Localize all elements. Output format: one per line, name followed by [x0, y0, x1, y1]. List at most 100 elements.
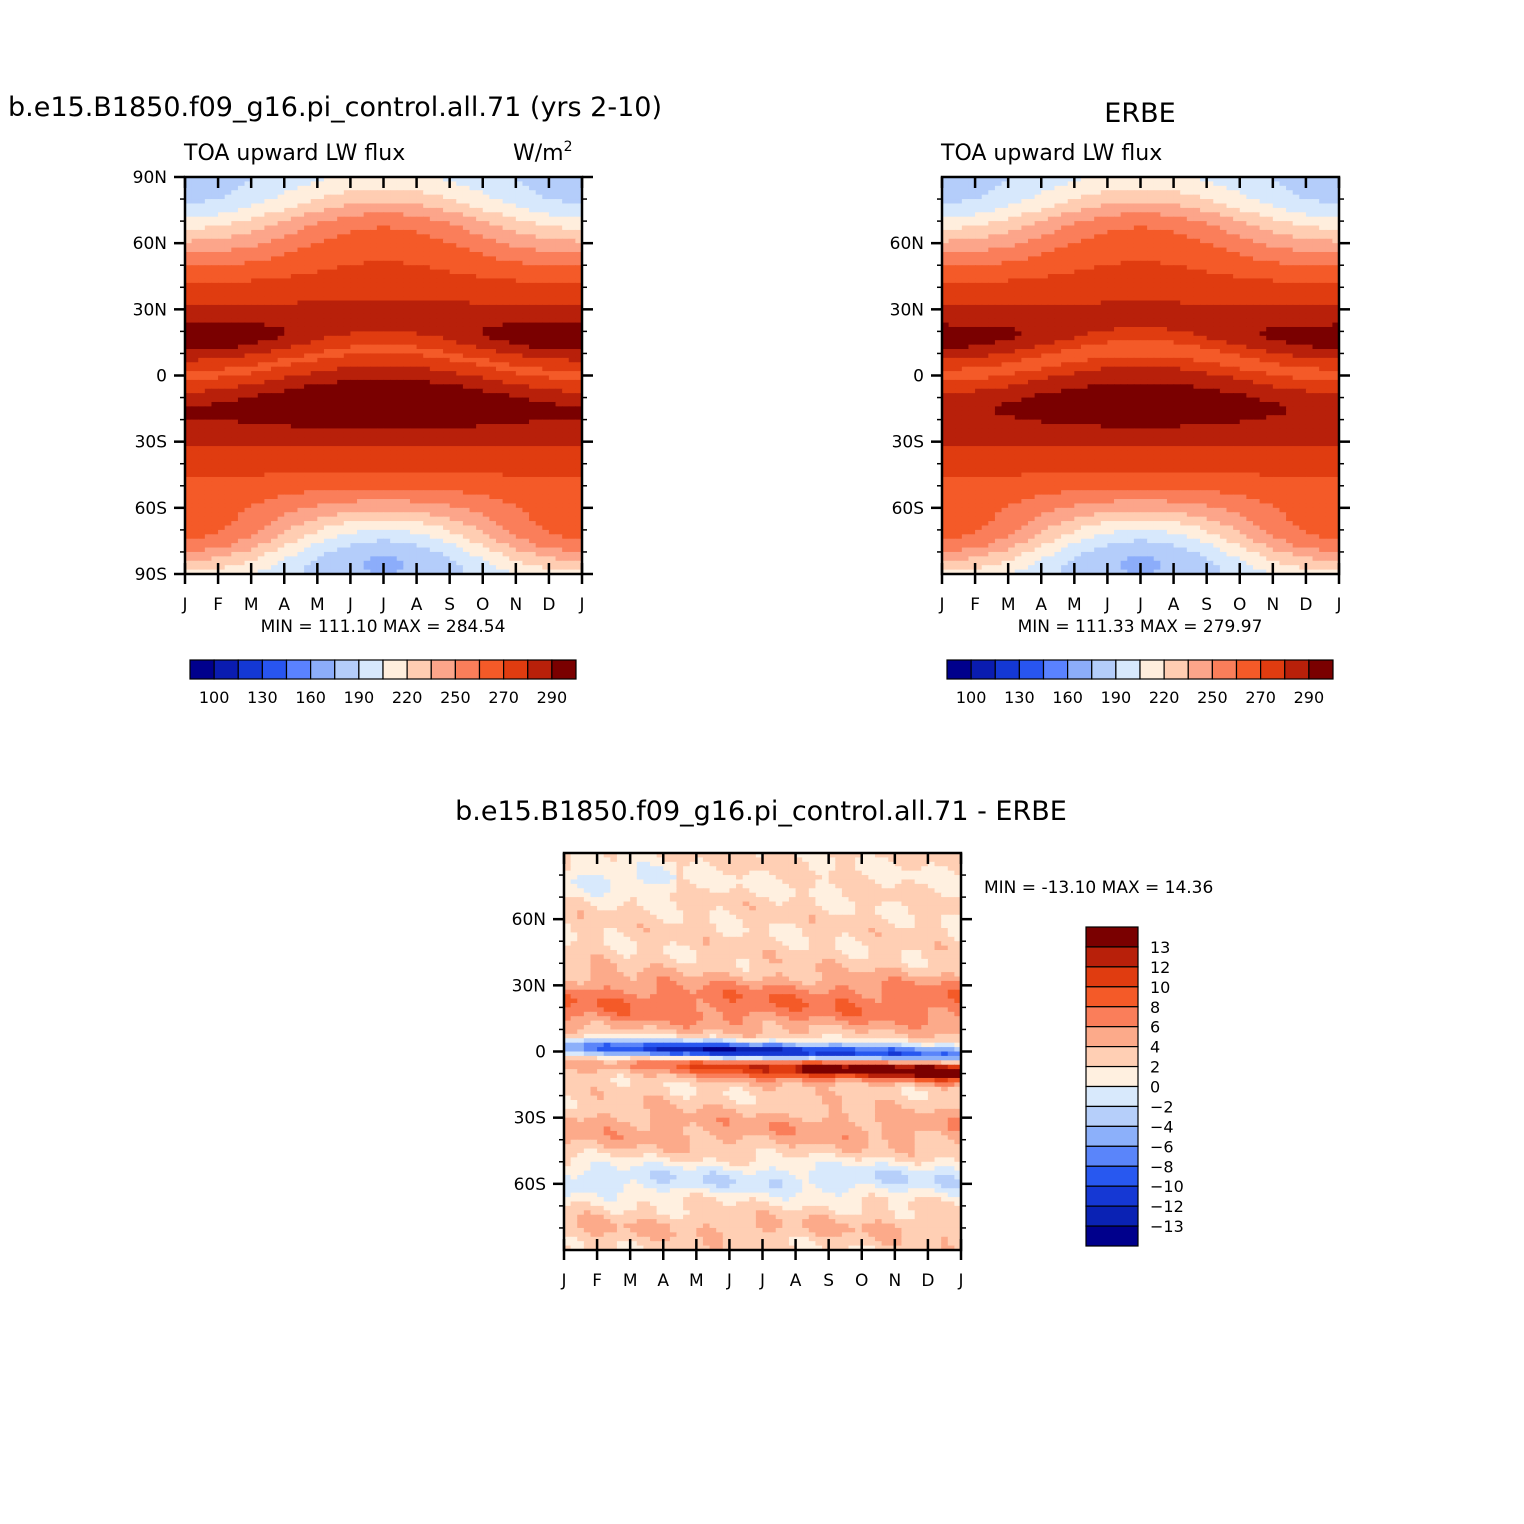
heatmap-cell: [185, 353, 193, 359]
heatmap-cell: [542, 282, 550, 288]
heatmap-cell: [211, 499, 219, 505]
heatmap-cell: [469, 463, 477, 469]
heatmap-cell: [495, 287, 504, 293]
heatmap-cell: [218, 538, 226, 544]
heatmap-cell: [522, 521, 530, 527]
heatmap-cell: [323, 326, 332, 332]
heatmap-cell: [204, 366, 213, 372]
heatmap-cell: [443, 322, 451, 328]
heatmap-cell: [515, 375, 524, 381]
heatmap-cell: [204, 428, 213, 434]
heatmap-cell: [231, 468, 239, 474]
heatmap-cell: [436, 190, 444, 196]
heatmap-cell: [489, 401, 497, 407]
heatmap-cell: [396, 401, 404, 407]
heatmap-cell: [575, 340, 583, 346]
heatmap-cell: [370, 291, 378, 297]
heatmap-cell: [297, 344, 305, 350]
heatmap-cell: [495, 344, 504, 350]
heatmap-cell: [542, 410, 550, 416]
heatmap-cell: [522, 454, 530, 460]
heatmap-cell: [218, 199, 226, 205]
heatmap-cell: [568, 410, 576, 416]
heatmap-cell: [390, 384, 398, 390]
heatmap-cell: [257, 185, 265, 191]
heatmap-cell: [284, 304, 292, 310]
heatmap-cell: [191, 362, 199, 368]
heatmap-cell: [271, 472, 279, 478]
heatmap-cell: [198, 384, 206, 390]
heatmap-cell: [343, 251, 352, 257]
heatmap-cell: [244, 318, 252, 324]
heatmap-cell: [562, 331, 570, 337]
heatmap-cell: [277, 410, 285, 416]
heatmap-cell: [224, 494, 232, 500]
heatmap-cell: [409, 507, 418, 513]
heatmap-cell: [323, 335, 332, 341]
heatmap-cell: [224, 194, 232, 200]
heatmap-cell: [330, 428, 338, 434]
heatmap-cell: [509, 490, 517, 496]
heatmap-cell: [403, 371, 411, 377]
heatmap-cell: [191, 190, 199, 196]
heatmap-cell: [575, 499, 583, 505]
heatmap-cell: [522, 446, 530, 452]
heatmap-cell: [548, 481, 557, 487]
heatmap-cell: [350, 538, 358, 544]
heatmap-cell: [323, 428, 332, 434]
heatmap-cell: [575, 349, 583, 355]
heatmap-cell: [456, 503, 464, 509]
heatmap-cell: [489, 353, 497, 359]
heatmap-cell: [290, 260, 299, 266]
heatmap-cell: [317, 291, 325, 297]
heatmap-cell: [284, 256, 292, 262]
heatmap-cell: [204, 282, 213, 288]
heatmap-cell: [542, 499, 550, 505]
heatmap-cell: [317, 507, 325, 513]
heatmap-cell: [449, 476, 457, 482]
heatmap-cell: [575, 362, 583, 368]
heatmap-cell: [476, 282, 484, 288]
heatmap-cell: [337, 529, 345, 535]
heatmap-cell: [211, 512, 219, 518]
heatmap-cell: [509, 432, 517, 438]
heatmap-cell: [383, 516, 391, 522]
heatmap-cell: [423, 238, 431, 244]
heatmap-cell: [555, 353, 563, 359]
heatmap-cell: [284, 485, 292, 491]
heatmap-cell: [542, 322, 550, 328]
heatmap-cell: [495, 375, 504, 381]
heatmap-cell: [443, 362, 451, 368]
heatmap-cell: [562, 472, 570, 478]
heatmap-cell: [423, 229, 431, 235]
heatmap-cell: [522, 353, 530, 359]
heatmap-cell: [436, 247, 444, 253]
heatmap-cell: [515, 534, 524, 540]
heatmap-cell: [515, 379, 524, 385]
heatmap-cell: [330, 397, 338, 403]
heatmap-cell: [555, 441, 563, 447]
heatmap-cell: [323, 362, 332, 368]
heatmap-cell: [357, 441, 365, 447]
heatmap-cell: [548, 410, 557, 416]
heatmap-cell: [396, 326, 404, 332]
heatmap-cell: [482, 212, 490, 218]
heatmap-cell: [529, 485, 537, 491]
heatmap-cell: [231, 512, 239, 518]
heatmap-cell: [224, 181, 232, 187]
heatmap-cell: [476, 393, 484, 399]
heatmap-cell: [456, 203, 464, 209]
heatmap-cell: [271, 335, 279, 341]
heatmap-cell: [224, 441, 232, 447]
heatmap-cell: [429, 207, 438, 213]
heatmap-cell: [370, 410, 378, 416]
heatmap-cell: [502, 221, 510, 227]
heatmap-cell: [502, 331, 510, 337]
heatmap-cell: [482, 225, 490, 231]
heatmap-cell: [330, 485, 338, 491]
heatmap-cell: [284, 393, 292, 399]
heatmap-cell: [363, 507, 371, 513]
heatmap-cell: [317, 313, 325, 319]
heatmap-cell: [575, 534, 583, 540]
heatmap-cell: [409, 190, 418, 196]
